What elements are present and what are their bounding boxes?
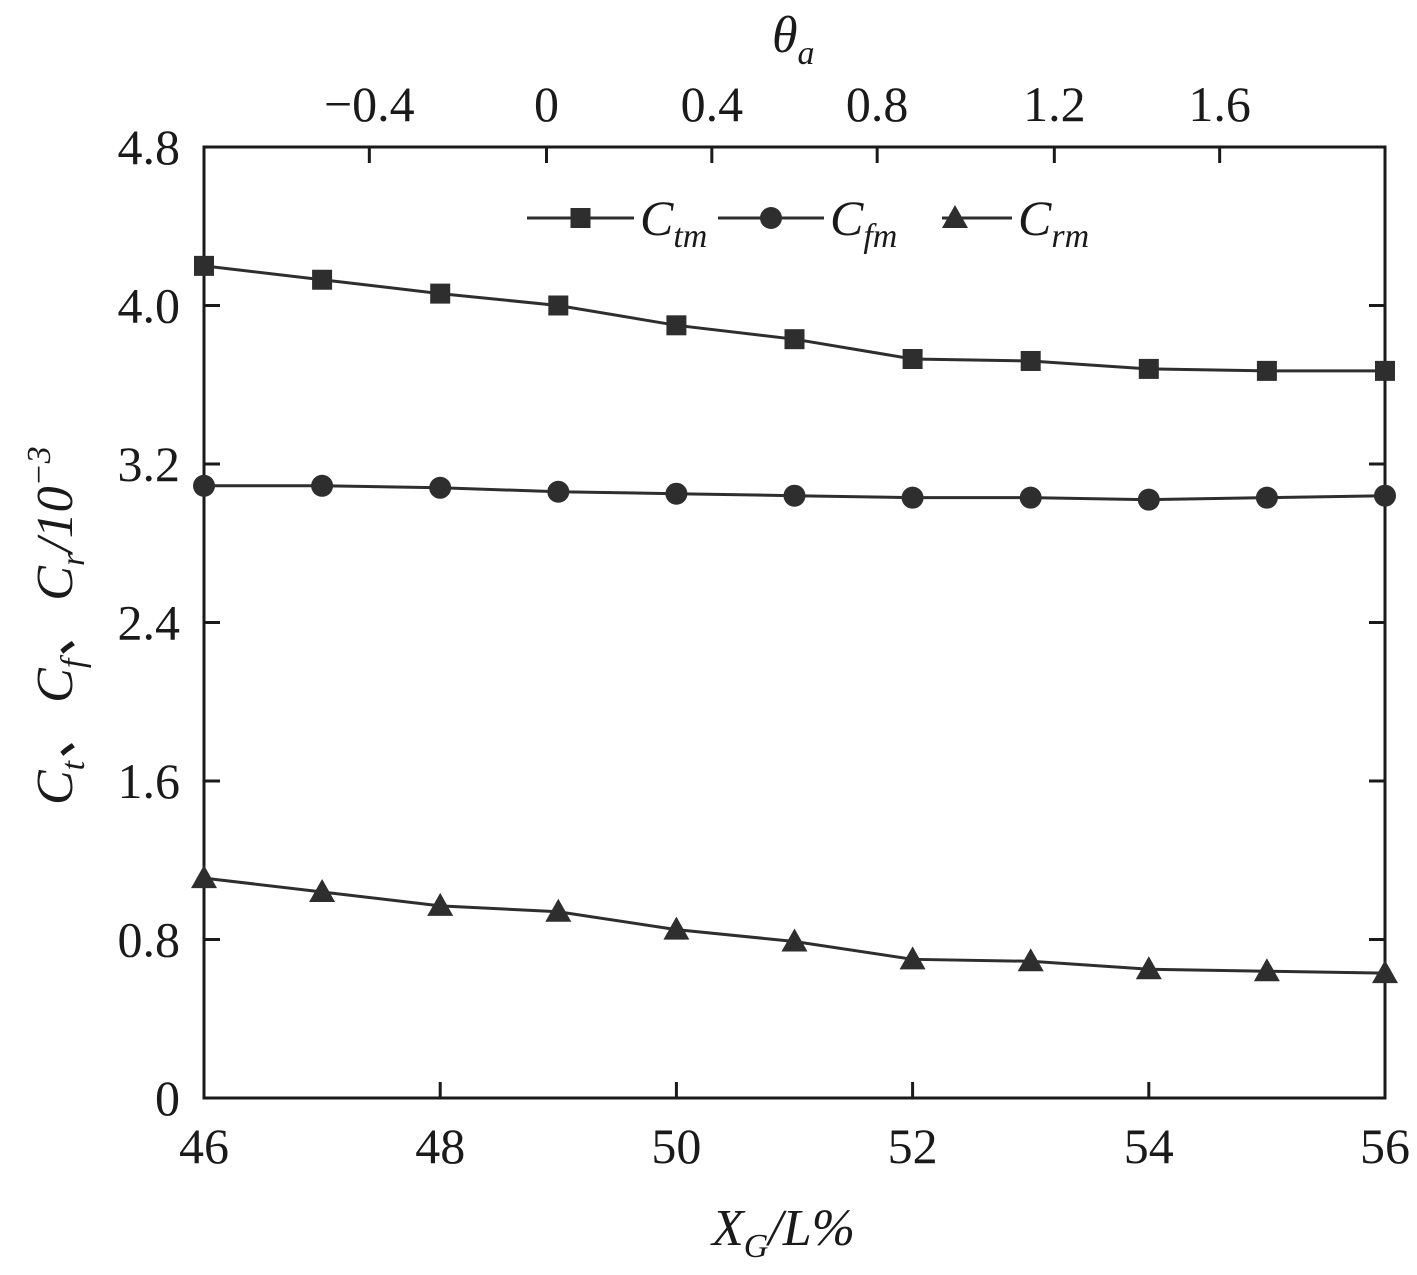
data-point-tm [312, 269, 333, 290]
series-line-tm [203, 264, 1385, 373]
y-tick-label: 4.0 [118, 278, 181, 334]
legend-label-main: C [640, 190, 674, 246]
x-tick-label: 46 [179, 1118, 229, 1174]
y-tick-label: 0 [155, 1070, 180, 1126]
legend-label: Crm [1018, 190, 1089, 255]
y-label-exp: −3 [21, 446, 58, 486]
x-axis-label-main: X [710, 1200, 746, 1257]
data-point-rm [309, 878, 336, 902]
series-layer [191, 255, 1398, 984]
data-point-tm [1020, 350, 1041, 371]
legend-entry-rm: Crm [942, 190, 1089, 255]
data-point-rm [427, 892, 454, 916]
series-tm [194, 255, 1395, 381]
data-point-fm [311, 474, 334, 497]
legend-label-sub: rm [1051, 218, 1089, 255]
y-tick-label: 3.2 [118, 436, 181, 492]
top-tick-label: 0 [534, 76, 559, 132]
legend-label-sub: tm [673, 218, 707, 255]
data-point-fm [1019, 486, 1042, 509]
data-point-rm [781, 928, 808, 952]
data-point-rm [191, 865, 217, 889]
x-axis-label-sub: G [744, 1228, 769, 1265]
legend-entry-tm: Ctm [527, 190, 707, 255]
series-line-rm [203, 876, 1386, 975]
data-point-rm [663, 916, 690, 940]
top-tick-label: −0.4 [324, 76, 415, 132]
data-point-rm [1017, 948, 1044, 972]
data-point-rm [1372, 960, 1398, 984]
data-point-fm [547, 480, 570, 503]
y-label-rest: /10 [27, 486, 84, 555]
data-point-tm [784, 329, 805, 350]
data-point-fm [665, 482, 688, 505]
top-axis-label-main: θ [772, 7, 798, 64]
data-point-fm [1374, 484, 1396, 507]
y-tick-label: 4.8 [118, 119, 181, 175]
plot-frame [202, 145, 1387, 1100]
y-label-cr: C [27, 565, 84, 601]
x-axis-label-rest: /L% [765, 1200, 855, 1257]
series-fm [193, 474, 1396, 511]
legend-label: Cfm [830, 190, 897, 255]
legend: Ctm Cfm Crm [527, 190, 1089, 255]
top-axis-label: θa [772, 7, 815, 72]
top-tick-label: 1.2 [1023, 76, 1086, 132]
data-point-tm [548, 295, 569, 316]
top-axis-ticks: −0.4 0 0.4 0.8 1.2 1.6 [324, 76, 1251, 163]
legend-marker [942, 205, 968, 228]
x-tick-label: 54 [1124, 1118, 1174, 1174]
x-tick-label: 48 [415, 1118, 465, 1174]
y-tick-label: 1.6 [118, 753, 181, 809]
data-point-tm [1375, 360, 1395, 381]
legend-label: Ctm [640, 190, 707, 255]
data-point-fm [193, 474, 215, 497]
y-tick-label: 0.8 [118, 912, 181, 968]
top-tick-label: 0.4 [681, 76, 744, 132]
legend-label-sub: fm [863, 218, 897, 255]
legend-label-main: C [1018, 190, 1052, 246]
data-point-rm [1135, 956, 1162, 980]
data-point-tm [666, 315, 687, 336]
legend-entry-fm: Cfm [718, 190, 897, 255]
data-point-fm [783, 484, 806, 507]
x-axis-label: XG/L% [710, 1200, 855, 1265]
y-label-ct-sub: t [55, 759, 92, 770]
y-tick-label: 2.4 [118, 595, 181, 651]
plot-border [202, 145, 1387, 1100]
series-rm [191, 865, 1398, 984]
y-label-sep1: 、 [27, 709, 84, 761]
data-point-tm [430, 283, 451, 304]
y-axis-ticks: 0 0.8 1.6 2.4 3.2 4.0 4.8 [118, 119, 1385, 1126]
y-label-cr-sub: r [55, 552, 92, 566]
data-point-rm [899, 946, 926, 970]
legend-label-main: C [830, 190, 864, 246]
data-point-fm [1255, 486, 1278, 509]
data-point-tm [902, 348, 923, 369]
data-point-fm [1137, 488, 1160, 511]
x-tick-label: 52 [888, 1118, 938, 1174]
x-tick-label: 50 [651, 1118, 701, 1174]
x-axis-ticks: 46 48 50 52 54 56 [179, 1082, 1410, 1174]
data-point-tm [1256, 360, 1277, 381]
data-point-rm [545, 898, 572, 922]
legend-marker [760, 207, 782, 229]
y-label-ct: C [27, 769, 84, 805]
y-label-sep2: 、 [27, 607, 84, 659]
data-point-tm [1138, 358, 1159, 379]
top-tick-label: 0.8 [846, 76, 909, 132]
top-tick-label: 1.6 [1188, 76, 1251, 132]
y-label-cf: C [27, 667, 84, 703]
data-point-tm [194, 255, 214, 276]
y-axis-label: Ct、Cf、Cr/10−3 [21, 446, 92, 805]
data-point-fm [429, 476, 452, 499]
top-axis-label-sub: a [798, 35, 815, 72]
x-tick-label: 56 [1360, 1118, 1410, 1174]
legend-marker [570, 208, 591, 228]
data-point-rm [1253, 958, 1280, 982]
data-point-fm [901, 486, 924, 509]
